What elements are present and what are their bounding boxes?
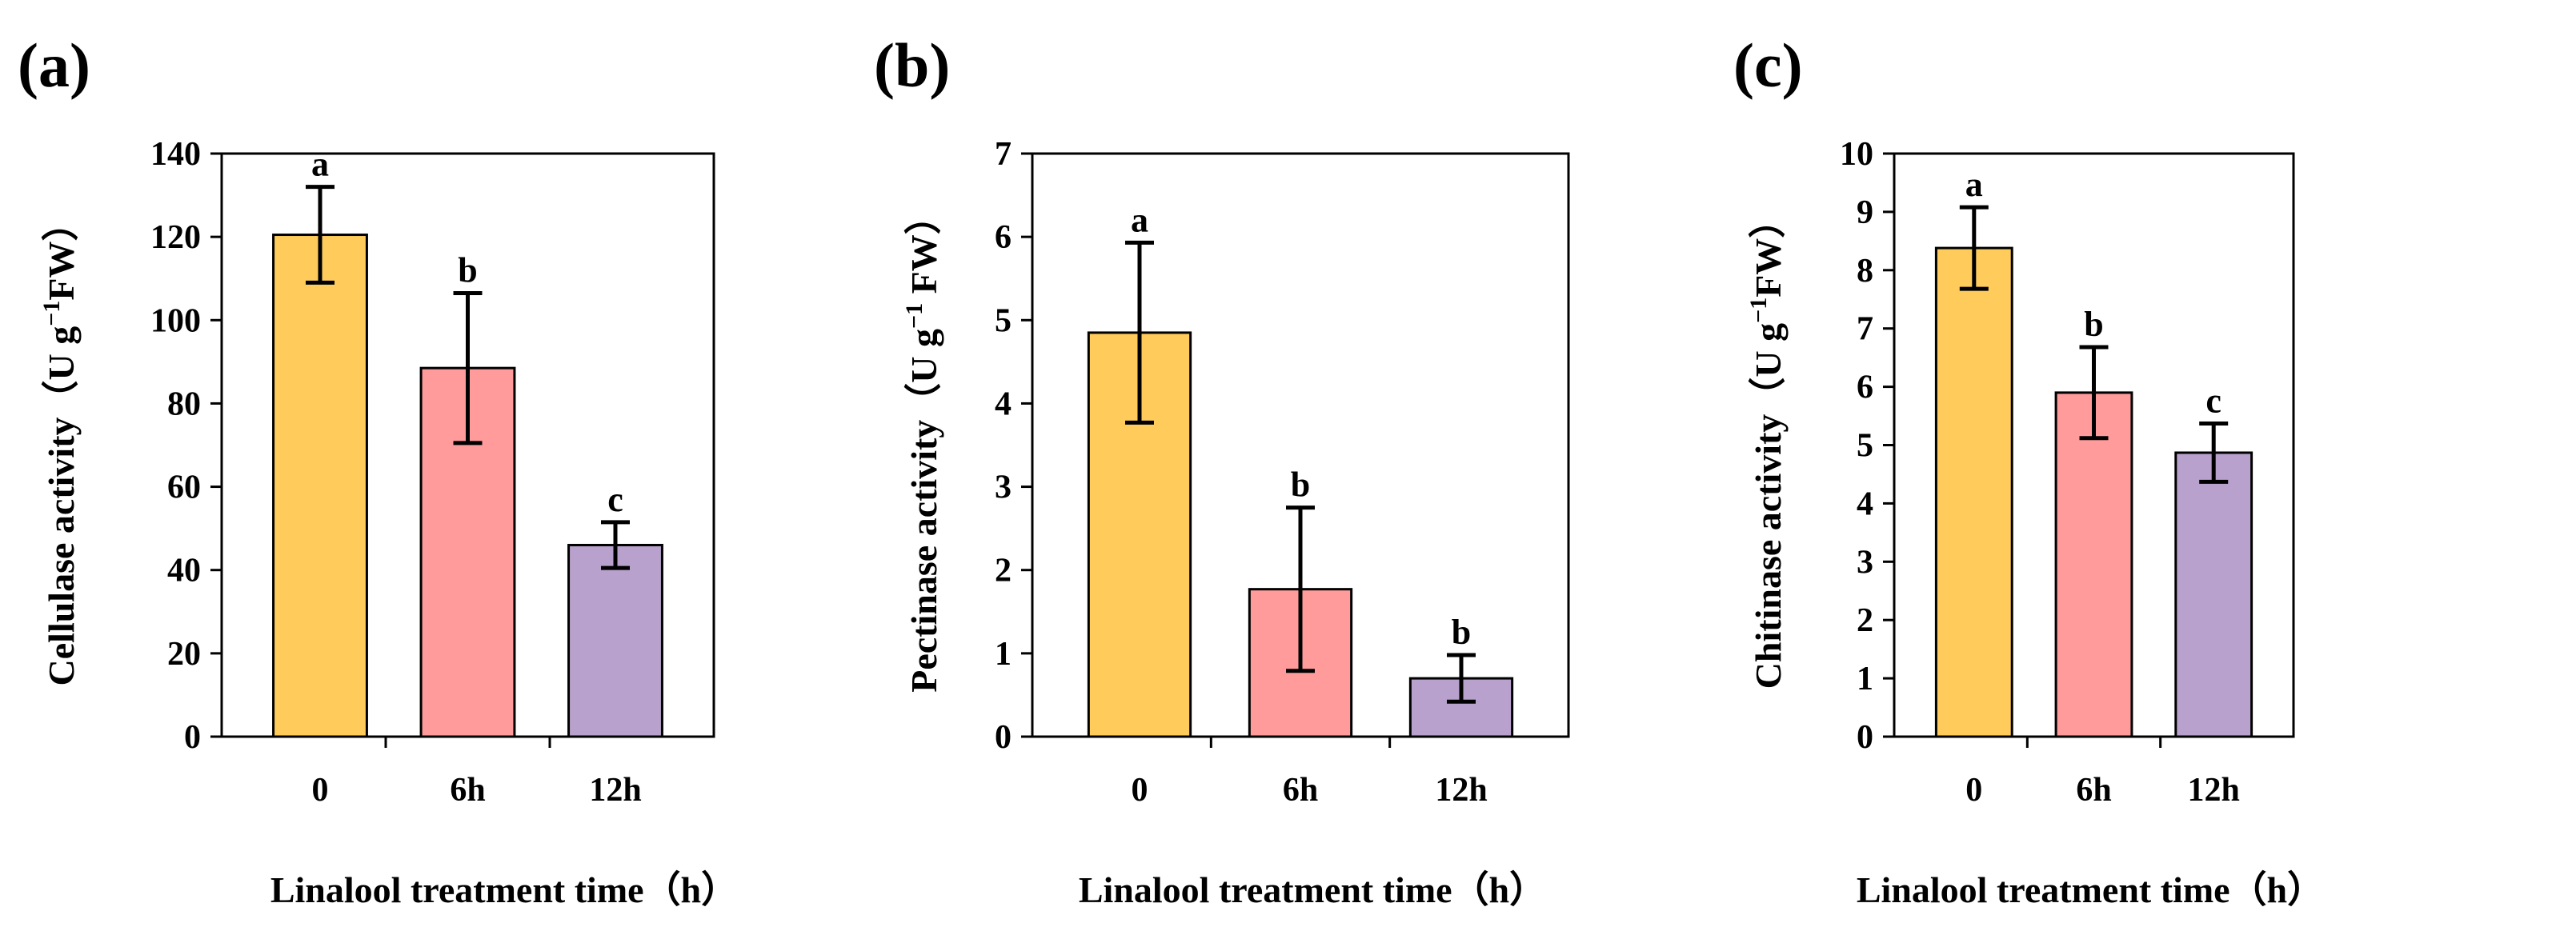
x-tick-label-12h: 12h <box>589 772 641 809</box>
y-tick-label: 5 <box>995 302 1012 339</box>
y-tick-label: 2 <box>995 553 1012 589</box>
error-bar-0 <box>1125 240 1154 425</box>
plot-frame <box>1031 152 1570 738</box>
x-tick-label-6h: 6h <box>2076 772 2111 809</box>
y-tick-label: 140 <box>150 136 201 173</box>
y-axis-title-main: Pectinase activity（U g <box>903 329 944 693</box>
y-tick-label: 6 <box>995 219 1012 256</box>
y-axis-title: Chitinase activity（U g−1FW） <box>1745 202 1789 689</box>
y-tick-label: 1 <box>995 636 1012 673</box>
y-tick-label: 2 <box>1857 602 1873 639</box>
error-bar-6h <box>453 290 483 446</box>
significance-label-6h: b <box>2084 305 2103 344</box>
x-tick-label-0: 0 <box>1965 772 1982 809</box>
y-tick-label: 4 <box>995 386 1012 422</box>
y-tick-label: 10 <box>1840 136 1873 173</box>
x-axis-title: Linalool treatment time（h） <box>1079 869 1546 910</box>
significance-label-6h: b <box>458 250 477 290</box>
panel-c: (c) a b c 0 1 2 3 4 5 6 7 8 9 10 0 6h 12h Linalool treatm… <box>1733 30 2324 910</box>
y-axis-title-end: FW） <box>903 198 944 303</box>
y-axis-title-superscript: −1 <box>901 303 927 329</box>
y-axis-title-superscript: −1 <box>1745 298 1772 323</box>
y-tick-label: 1 <box>1857 661 1873 697</box>
significance-label-0: a <box>311 145 329 184</box>
significance-label-12h: c <box>2205 382 2221 421</box>
x-tick-label-6h: 6h <box>1283 772 1318 809</box>
y-tick-label: 80 <box>167 386 201 422</box>
y-tick-label: 7 <box>995 136 1012 173</box>
significance-label-0: a <box>1965 165 1983 204</box>
bar-12h <box>2174 451 2253 738</box>
bar-0 <box>272 234 368 738</box>
y-tick-label: 3 <box>995 470 1012 506</box>
significance-label-12h: c <box>607 480 623 519</box>
y-tick-label: 20 <box>167 636 201 673</box>
y-axis-title: Pectinase activity（U g−1 FW） <box>901 198 944 693</box>
y-tick-label: 60 <box>167 470 201 506</box>
y-axis-title-main: Cellulase activity（U g <box>41 326 82 686</box>
y-tick-label: 0 <box>184 719 201 756</box>
y-axis-title-end: FW） <box>41 205 82 301</box>
error-bar-12h <box>1447 653 1476 704</box>
bar-0 <box>1934 246 2013 738</box>
y-tick-label: 9 <box>1857 194 1873 231</box>
y-tick-label: 3 <box>1857 544 1873 581</box>
y-tick-label: 4 <box>1857 485 1873 522</box>
error-bar-12h <box>2199 422 2229 484</box>
panel-label-a: (a) <box>18 30 90 100</box>
x-tick-label-6h: 6h <box>450 772 485 809</box>
x-axis-title: Linalool treatment time（h） <box>270 869 738 910</box>
panel-a: (a) a b c 0 20 40 60 80 100 120 140 0 6h 12h Linalool … <box>18 30 738 910</box>
panel-b: (b) a b b 0 1 2 3 4 5 6 7 0 6h 12h Linalool treatment … <box>874 30 1570 910</box>
error-bar-0 <box>1959 205 1989 291</box>
y-axis-title-superscript: −1 <box>38 301 65 326</box>
y-tick-label: 5 <box>1857 428 1873 465</box>
y-axis-title: Cellulase activity（U g−1FW） <box>38 205 82 686</box>
x-tick-label-12h: 12h <box>1435 772 1487 809</box>
y-tick-label: 6 <box>1857 370 1873 406</box>
significance-label-12h: b <box>1452 613 1471 652</box>
bar-12h <box>567 543 663 738</box>
y-axis-title-main: Chitinase activity（U g <box>1748 323 1789 689</box>
bar-6h <box>2054 391 2133 738</box>
y-axis-title-end: FW） <box>1748 202 1789 298</box>
y-tick-label: 8 <box>1857 253 1873 290</box>
y-tick-label: 40 <box>167 553 201 589</box>
y-tick-label: 7 <box>1857 311 1873 348</box>
panel-label-b: (b) <box>874 30 950 100</box>
significance-label-6h: b <box>1291 466 1310 505</box>
panel-label-c: (c) <box>1733 30 1803 100</box>
y-tick-label: 0 <box>1857 719 1873 756</box>
error-bar-0 <box>306 185 335 285</box>
x-tick-label-0: 0 <box>1132 772 1148 809</box>
significance-label-0: a <box>1131 200 1148 239</box>
x-tick-label-0: 0 <box>312 772 329 809</box>
y-tick-label: 0 <box>995 719 1012 756</box>
x-tick-label-12h: 12h <box>2188 772 2240 809</box>
error-bar-12h <box>601 520 630 570</box>
y-tick-label: 120 <box>150 219 201 256</box>
error-bar-6h <box>2079 345 2109 441</box>
error-bar-6h <box>1286 505 1315 673</box>
plot-frame <box>220 152 715 738</box>
x-axis-title: Linalool treatment time（h） <box>1857 869 2324 910</box>
y-tick-label: 100 <box>150 302 201 339</box>
